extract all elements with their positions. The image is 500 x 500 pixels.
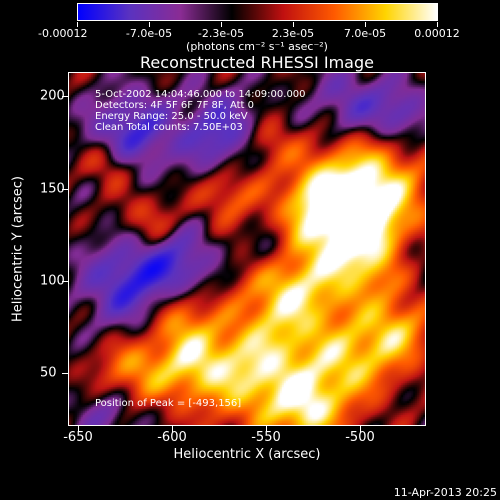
image-plot-area: 5-Oct-2002 14:04:46.000 to 14:09:00.000 …	[68, 72, 426, 426]
y-axis-tick	[62, 373, 68, 374]
y-axis-title: Heliocentric Y (arcsec)	[10, 176, 26, 322]
x-axis-tick	[172, 426, 173, 432]
x-axis-label: -600	[157, 430, 187, 445]
x-axis-title: Heliocentric X (arcsec)	[173, 447, 321, 462]
y-axis-label: 100	[40, 273, 65, 289]
time-range-text: 5-Oct-2002 14:04:46.000 to 14:09:00.000	[95, 89, 306, 100]
y-axis-tick	[62, 281, 68, 282]
colorbar-tick	[221, 22, 222, 27]
colorbar-label-3: 2.3e-05	[271, 27, 315, 40]
plot-title: Reconstructed RHESSI Image	[140, 53, 374, 72]
y-axis-label: 150	[40, 181, 65, 197]
y-axis-label: 50	[40, 365, 57, 381]
timestamp: 11-Apr-2013 20:25	[393, 486, 497, 499]
colorbar-label-0: -0.00012	[38, 27, 88, 40]
x-axis-tick	[360, 426, 361, 432]
x-axis-tick	[78, 426, 79, 432]
x-axis-label: -500	[345, 430, 375, 445]
colorbar-tick	[77, 22, 78, 27]
y-axis-label: 200	[40, 88, 65, 104]
colorbar-tick	[437, 22, 438, 27]
clean-counts-text: Clean Total counts: 7.50E+03	[95, 122, 243, 133]
colorbar-tick	[149, 22, 150, 27]
energy-range-text: Energy Range: 25.0 - 50.0 keV	[95, 111, 248, 122]
colorbar-label-1: -7.0e-05	[125, 27, 173, 40]
x-axis-label: -550	[251, 430, 281, 445]
colorbar	[77, 3, 438, 21]
colorbar-label-2: -2.3e-05	[197, 27, 245, 40]
reconstructed-image	[69, 73, 425, 425]
colorbar-tick	[365, 22, 366, 27]
colorbar-label-5: 0.00012	[414, 27, 460, 40]
y-axis-tick	[62, 189, 68, 190]
x-axis-label: -650	[63, 430, 93, 445]
x-axis-tick	[266, 426, 267, 432]
colorbar-label-4: 7.0e-05	[343, 27, 387, 40]
peak-position-text: Position of Peak = [-493,156]	[95, 398, 242, 409]
colorbar-tick	[293, 22, 294, 27]
y-axis-tick	[62, 96, 68, 97]
detectors-text: Detectors: 4F 5F 6F 7F 8F, Att 0	[95, 100, 255, 111]
colorbar-units: (photons cm⁻² s⁻¹ asec⁻²)	[186, 40, 328, 53]
